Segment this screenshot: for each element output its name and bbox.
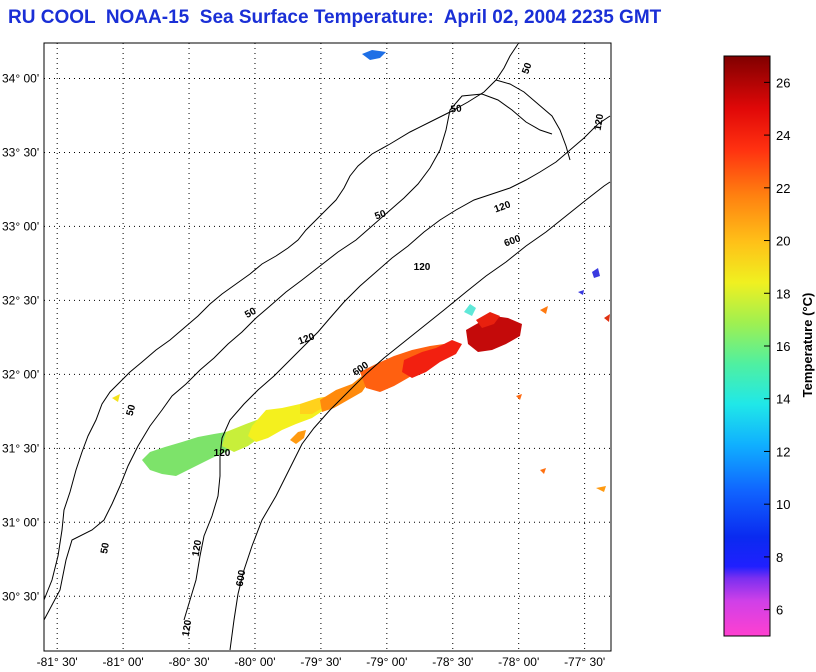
isobath-label: 50 (99, 541, 112, 554)
lat-tick-label: 31° 30' (2, 441, 39, 455)
isobath-label: 600 (235, 569, 249, 588)
sst-patch-violet-2 (578, 290, 584, 295)
lat-tick-label: 33° 30' (2, 145, 39, 159)
sst-patch-fleck-5 (540, 468, 546, 474)
lon-tick-label: -78° 30' (432, 655, 473, 669)
isobath-label: 50 (125, 403, 139, 417)
map-frame (43, 42, 612, 652)
sst-patch-fleck-6 (112, 394, 120, 402)
lon-tick-label: -81° 30' (37, 655, 78, 669)
sst-patch-blue (362, 50, 386, 60)
sst-patch-fleck-1 (604, 314, 610, 322)
sst-patch-red-2 (476, 312, 500, 328)
isobath-label: 50 (520, 61, 534, 76)
colorbar-tick-label: 6 (776, 603, 783, 618)
sst-patch-orange (320, 376, 370, 412)
colorbar-tick-label: 20 (776, 234, 790, 249)
isobath-label: 120 (593, 113, 607, 132)
colorbar-ticks: 6 8 10 12 14 16 18 20 22 24 26 (764, 75, 790, 618)
lat-tick-label: 33° 00' (2, 219, 39, 233)
isobath-label: 120 (181, 619, 195, 638)
colorbar (723, 55, 771, 637)
isobath-label: 120 (191, 539, 205, 558)
lat-tick-label: 31° 00' (2, 515, 39, 529)
lon-tick-label: -79° 00' (366, 655, 407, 669)
isobath-label: 120 (414, 262, 431, 273)
colorbar-tick-label: 10 (776, 497, 790, 512)
isobath-600 (229, 181, 611, 651)
lon-tick-label: -77° 30' (564, 655, 605, 669)
isobath-120 (183, 115, 611, 621)
colorbar-tick-label: 26 (776, 75, 790, 90)
longitude-labels: -81° 30' -81° 00' -80° 30' -80° 00' -79° 30'… (37, 655, 606, 669)
lat-tick-label: 32° 30' (2, 293, 39, 307)
lon-tick-label: -81° 00' (103, 655, 144, 669)
sst-data-layer (112, 50, 610, 492)
colorbar-tick-label: 16 (776, 339, 790, 354)
colorbar-tick-label: 18 (776, 286, 790, 301)
sst-patch-cyan (464, 304, 476, 316)
lon-tick-label: -79° 30' (300, 655, 341, 669)
isobath-label: 50 (243, 306, 259, 321)
coastline-inlet (495, 79, 571, 161)
lat-tick-label: 30° 30' (2, 589, 39, 603)
isobath-label: 120 (214, 448, 231, 459)
colorbar-title: Temperature (°C) (800, 293, 815, 398)
colorbar-tick-label: 8 (776, 550, 783, 565)
lon-tick-label: -80° 00' (234, 655, 275, 669)
colorbar-tick-label: 24 (776, 128, 790, 143)
sst-patch-fleck-3 (516, 394, 522, 400)
lon-tick-label: -80° 30' (168, 655, 209, 669)
sst-patch-fleck-4 (596, 486, 606, 492)
sst-patch-orange-small (290, 430, 306, 444)
isobath-label: 50 (373, 208, 388, 222)
lat-tick-label: 34° 00' (2, 72, 39, 86)
colorbar-tick-label: 12 (776, 444, 790, 459)
latitude-labels: 34° 00' 33° 30' 33° 00' 32° 30' 32° 00' 31° 3… (2, 72, 39, 604)
lon-tick-label: -78° 00' (498, 655, 539, 669)
colorbar-tick-label: 22 (776, 181, 790, 196)
lat-tick-label: 32° 00' (2, 367, 39, 381)
coastline (43, 43, 519, 601)
sst-patch-fleck-2 (540, 306, 548, 314)
sst-patch-red (402, 340, 462, 378)
isobath-label: 50 (450, 103, 462, 115)
isobath-50 (43, 93, 553, 621)
sst-patch-violet (592, 268, 600, 278)
colorbar-tick-label: 14 (776, 392, 790, 407)
map-title: RU COOL NOAA-15 Sea Surface Temperature:… (8, 7, 662, 28)
